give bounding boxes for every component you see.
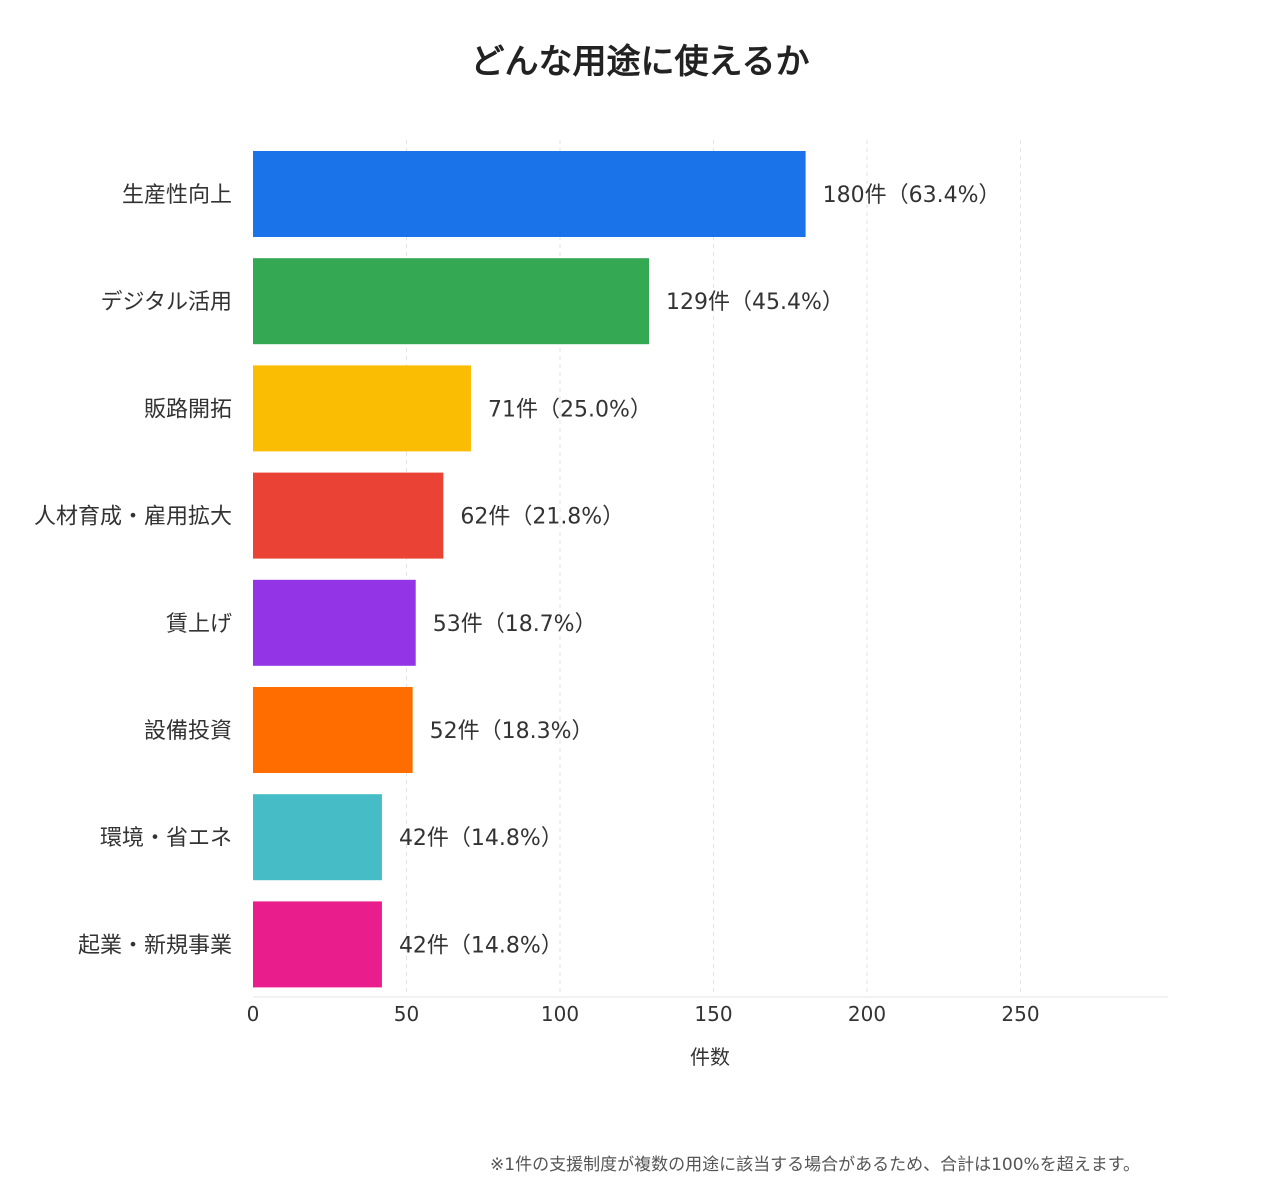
footnote: ※1件の支援制度が複数の用途に該当する場合があるため、合計は100%を超えます。 (490, 1155, 1140, 1175)
bar (253, 794, 382, 881)
category-labels: 生産性向上デジタル活用販路開拓人材育成・雇用拡大賃上げ設備投資環境・省エネ起業・… (34, 183, 232, 958)
value-label: 71件（25.0%） (488, 397, 652, 422)
x-tick-label: 50 (394, 1002, 419, 1026)
category-label: 生産性向上 (122, 183, 232, 208)
x-tick-label: 100 (541, 1002, 579, 1026)
value-label: 180件（63.4%） (823, 183, 1001, 208)
category-label: 設備投資 (144, 719, 232, 744)
x-tick-label: 150 (694, 1002, 732, 1026)
value-label: 42件（14.8%） (399, 826, 563, 851)
category-label: 人材育成・雇用拡大 (34, 505, 232, 530)
category-label: デジタル活用 (100, 290, 232, 315)
bar (253, 901, 382, 988)
x-tick-label: 200 (848, 1002, 886, 1026)
value-label: 53件（18.7%） (433, 612, 597, 637)
value-label: 42件（14.8%） (399, 933, 563, 958)
category-label: 販路開拓 (144, 397, 232, 422)
value-labels: 180件（63.4%） 129件（45.4%） 71件（25.0%） 62件（21.8… (399, 183, 1001, 958)
chart-title: どんな用途に使えるか (470, 42, 810, 82)
value-label: 52件（18.3%） (430, 719, 594, 744)
value-label: 62件（21.8%） (460, 505, 624, 530)
bar (253, 472, 444, 559)
bars (253, 151, 806, 988)
bar (253, 258, 650, 345)
bar (253, 151, 806, 237)
x-tick-label: 0 (247, 1002, 260, 1026)
value-label: 129件（45.4%） (666, 290, 844, 315)
bar (253, 579, 416, 666)
category-label: 起業・新規事業 (78, 933, 232, 958)
x-axis-title: 件数 (690, 1045, 730, 1069)
bar-chart: 生産性向上デジタル活用販路開拓人材育成・雇用拡大賃上げ設備投資環境・省エネ起業・… (34, 140, 1168, 1069)
gridlines (406, 140, 1021, 997)
category-label: 賃上げ (166, 612, 232, 637)
bar (253, 687, 413, 773)
x-tick-labels: 0 50 100 150 200 250 (247, 1002, 1040, 1026)
category-label: 環境・省エネ (100, 826, 232, 851)
bar (253, 365, 471, 452)
x-tick-label: 250 (1001, 1002, 1039, 1026)
